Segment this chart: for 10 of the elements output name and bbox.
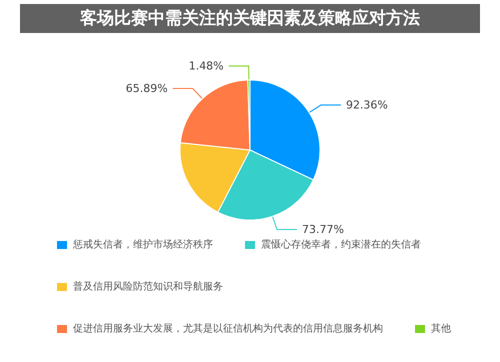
data-label: 1.48%	[188, 60, 224, 73]
chart-title: 客场比赛中需关注的关键因素及策略应对方法	[79, 8, 420, 28]
legend-label: 其他	[431, 322, 451, 334]
data-label: 65.89%	[126, 82, 168, 96]
legend-label: 惩戒失信者，维护市场经济秩序	[72, 238, 213, 250]
legend-label: 促进信用服务业大发展，尤其是以征信机构为代表的信用信息服务机构	[73, 322, 383, 334]
legend-label: 震慑心存侥幸者，约束潜在的失信者	[261, 238, 421, 250]
legend-label: 普及信用风险防范知识和导航服务	[73, 280, 223, 292]
data-label: 73.77%	[302, 223, 344, 236]
data-label: 92.36%	[346, 98, 388, 112]
